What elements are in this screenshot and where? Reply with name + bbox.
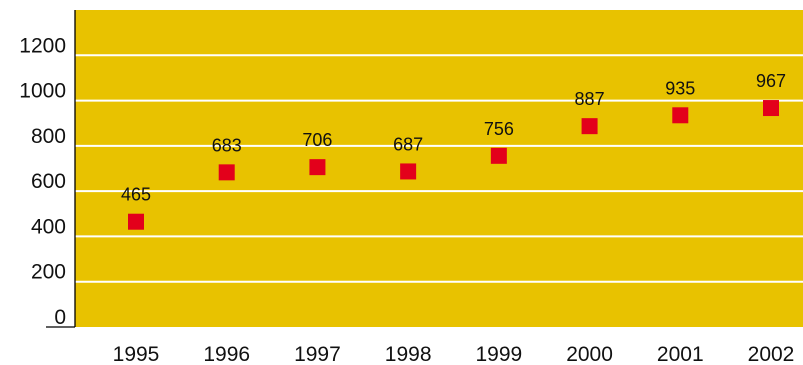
data-label: 967 xyxy=(756,71,786,91)
x-tick-label: 1998 xyxy=(385,343,432,365)
data-marker xyxy=(672,107,689,124)
x-tick-label: 2001 xyxy=(657,343,704,365)
y-tick-labels: 0 200 400 600 800 1000 1200 xyxy=(19,34,66,329)
data-marker xyxy=(763,100,779,117)
data-marker xyxy=(490,147,507,164)
data-labels: 465 683 706 687 756 887 935 967 xyxy=(121,71,786,205)
y-tick-label: 200 xyxy=(31,261,66,284)
y-tick-label: 0 xyxy=(54,306,66,329)
y-tick-label: 400 xyxy=(31,215,66,238)
data-label: 706 xyxy=(302,130,332,150)
plot-background xyxy=(75,10,803,327)
gridlines xyxy=(75,54,803,283)
y-tick-label: 600 xyxy=(31,170,66,193)
y-tick-label: 1000 xyxy=(19,80,66,103)
x-tick-label: 1996 xyxy=(203,343,250,365)
data-marker xyxy=(581,118,598,135)
data-marker xyxy=(400,163,417,180)
data-label: 687 xyxy=(393,134,423,154)
data-label: 756 xyxy=(484,119,514,139)
y-tick-label: 800 xyxy=(31,125,66,148)
x-tick-label: 1999 xyxy=(475,343,522,365)
data-marker xyxy=(128,213,144,230)
data-marker xyxy=(309,159,326,176)
x-tick-label: 1997 xyxy=(294,343,341,365)
data-marker xyxy=(218,164,235,181)
data-label: 935 xyxy=(665,78,695,98)
data-label: 465 xyxy=(121,185,151,205)
x-tick-label: 2002 xyxy=(748,343,795,365)
data-label: 887 xyxy=(575,89,605,109)
x-tick-label: 1995 xyxy=(113,343,160,365)
x-tick-label: 2000 xyxy=(566,343,613,365)
data-markers xyxy=(128,100,779,230)
y-tick-label: 1200 xyxy=(19,34,66,57)
data-label: 683 xyxy=(212,135,242,155)
x-tick-labels: 1995 1996 1997 1998 1999 2000 2001 2002 xyxy=(113,343,795,365)
